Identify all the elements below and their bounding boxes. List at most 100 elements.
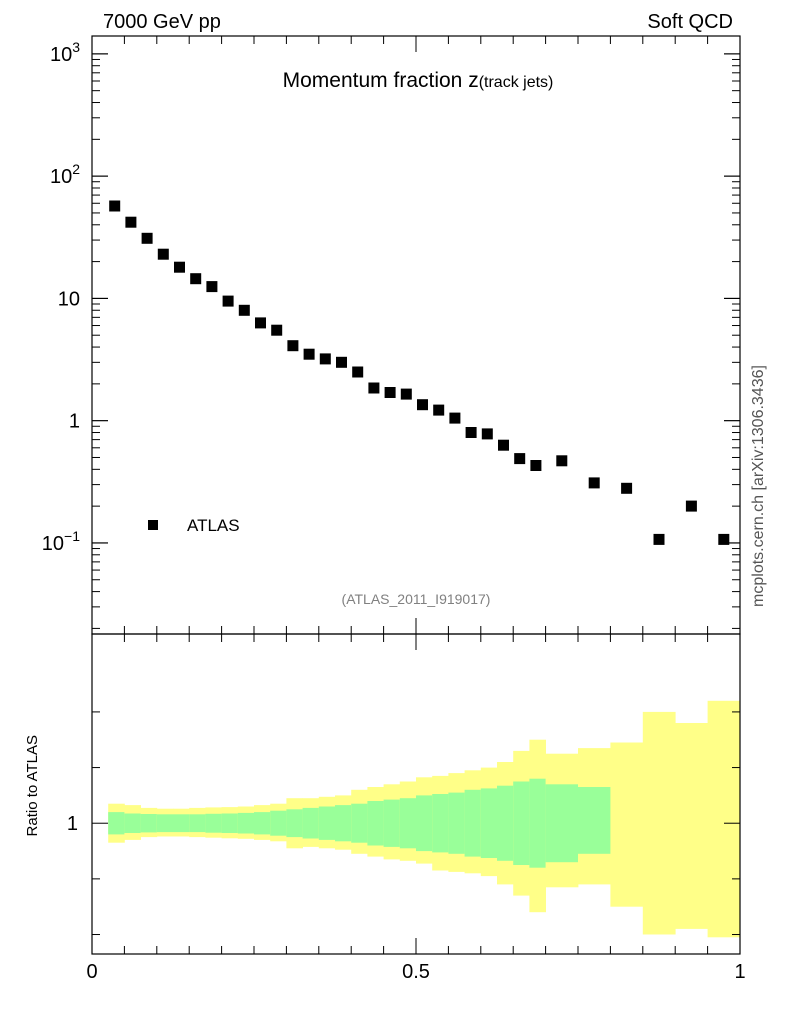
header-left: 7000 GeV pp	[103, 11, 221, 33]
data-point	[556, 455, 568, 467]
stat-uncertainty-band	[578, 787, 611, 854]
stat-uncertainty-band	[108, 812, 125, 835]
legend-label: ATLAS	[187, 516, 240, 535]
data-point	[352, 366, 364, 378]
ratio-y-tick-label: 1	[67, 813, 78, 835]
data-point	[653, 533, 665, 545]
stat-uncertainty-band	[124, 813, 141, 833]
stat-uncertainty-band	[237, 812, 255, 834]
data-point	[417, 399, 428, 411]
data-point	[141, 232, 153, 244]
stat-uncertainty-band	[173, 814, 190, 833]
data-point	[400, 388, 412, 400]
main-title: Momentum fraction z(track jets)	[283, 69, 554, 92]
data-point	[336, 356, 347, 368]
y-tick-label: 103	[50, 39, 80, 66]
y-tick-base: 10	[50, 166, 72, 188]
data-point	[718, 533, 730, 545]
main-title-text: Momentum fraction	[283, 69, 469, 92]
total-uncertainty-band	[610, 742, 644, 907]
data-point	[588, 477, 600, 489]
side-label: mcplots.cern.ch [arXiv:1306.3436]	[750, 365, 767, 607]
stat-uncertainty-band	[335, 805, 352, 842]
data-point	[238, 304, 250, 316]
y-tick-exp: 2	[72, 161, 80, 177]
y-tick-base: 10	[50, 44, 72, 66]
stat-uncertainty-band	[416, 795, 433, 852]
data-point	[271, 324, 283, 336]
data-point	[206, 281, 218, 293]
total-uncertainty-band	[707, 700, 741, 938]
data-point	[174, 261, 185, 273]
analysis-id: (ATLAS_2011_I919017)	[342, 591, 491, 607]
stat-uncertainty-band	[448, 792, 465, 854]
stat-uncertainty-band	[497, 785, 514, 861]
stat-uncertainty-band	[529, 778, 546, 868]
y-tick-exp: −1	[64, 528, 80, 544]
data-point	[530, 460, 542, 471]
stat-uncertainty-band	[545, 784, 579, 863]
x-tick-label: 0.5	[402, 961, 430, 983]
stat-uncertainty-band	[156, 814, 174, 833]
ratio-panel: 10 0.5 1 Ratio to ATLAS	[24, 633, 746, 983]
y-tick-exp: 3	[72, 39, 80, 55]
y-tick-base: 1	[69, 411, 80, 433]
header-right: Soft QCD	[647, 11, 733, 33]
ratio-ylabel: Ratio to ATLAS	[24, 735, 41, 836]
data-point	[498, 439, 509, 451]
data-point	[433, 404, 445, 416]
data-point	[481, 428, 493, 440]
data-point	[319, 353, 331, 365]
y-tick-label: 10	[58, 288, 80, 310]
stat-uncertainty-band	[302, 807, 320, 839]
data-point	[190, 273, 202, 285]
x-tick-label: 0	[86, 961, 97, 983]
main-title-sub: (track jets)	[479, 74, 554, 91]
data-point	[157, 248, 169, 260]
stat-uncertainty-band	[189, 814, 206, 833]
data-point	[287, 340, 299, 352]
stat-uncertainty-band	[254, 812, 271, 835]
stat-uncertainty-band	[221, 813, 239, 833]
main-marks	[109, 200, 730, 545]
stat-uncertainty-band	[432, 794, 449, 853]
stat-uncertainty-band	[383, 799, 401, 847]
data-point	[368, 382, 380, 394]
stat-uncertainty-band	[367, 801, 384, 846]
stat-uncertainty-band	[480, 788, 498, 858]
stat-uncertainty-band	[205, 813, 222, 833]
stat-uncertainty-band	[351, 803, 368, 843]
stat-uncertainty-band	[318, 806, 336, 840]
total-uncertainty-band	[642, 711, 676, 935]
y-tick-base: 10	[58, 288, 80, 310]
data-point	[514, 453, 526, 465]
data-point	[621, 482, 633, 494]
y-tick-base: 10	[42, 533, 64, 555]
data-point	[685, 500, 697, 512]
stat-uncertainty-band	[270, 810, 287, 836]
y-tick-label: 10−1	[42, 528, 80, 555]
data-point	[255, 317, 266, 329]
stat-uncertainty-band	[399, 798, 417, 849]
y-tick-label: 1	[69, 411, 80, 433]
stat-uncertainty-band	[140, 814, 158, 833]
data-point	[449, 412, 461, 424]
stat-uncertainty-band	[464, 789, 482, 857]
data-point	[109, 200, 121, 212]
data-point	[125, 216, 137, 228]
legend-marker	[148, 520, 158, 530]
main-frame	[91, 35, 741, 635]
stat-uncertainty-band	[286, 809, 303, 838]
data-point	[303, 348, 315, 360]
ratio-bands	[108, 700, 741, 938]
total-uncertainty-band	[675, 723, 708, 929]
data-point	[222, 295, 234, 307]
x-tick-label: 1	[734, 961, 745, 983]
ratio-axes: 10 0.5 1	[67, 634, 746, 983]
y-tick-label: 102	[50, 161, 80, 188]
stat-uncertainty-band	[513, 781, 530, 865]
data-point	[465, 427, 477, 438]
